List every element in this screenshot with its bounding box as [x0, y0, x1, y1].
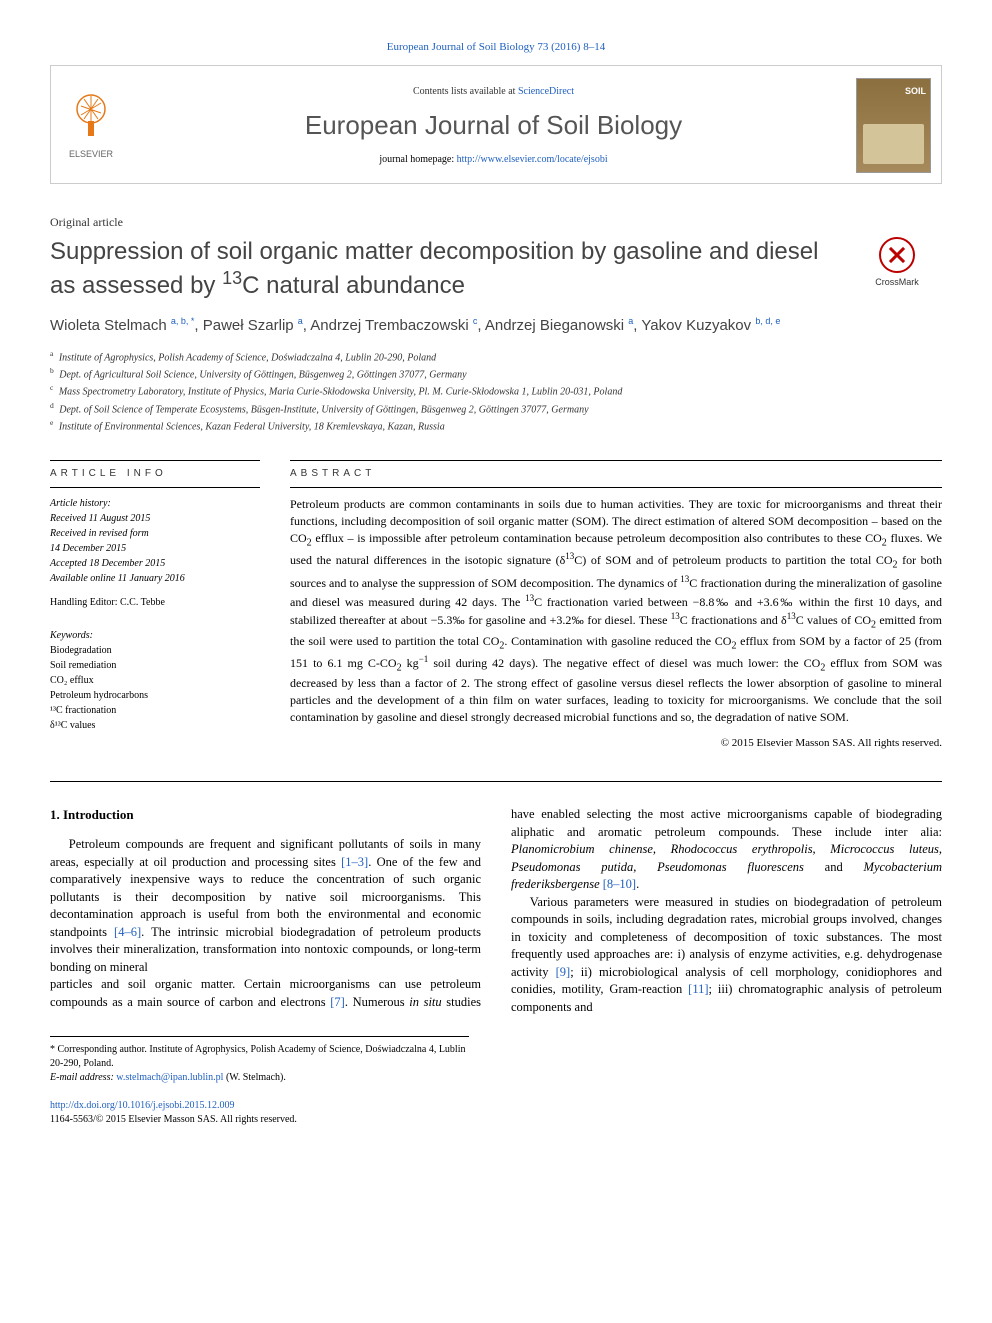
keyword: Soil remediation [50, 658, 260, 673]
history-line: Received 11 August 2015 [50, 511, 260, 526]
journal-title: European Journal of Soil Biology [131, 107, 856, 143]
keywords-block: Keywords: BiodegradationSoil remediation… [50, 628, 260, 733]
abstract-col: ABSTRACT Petroleum products are common c… [290, 454, 942, 751]
keyword: δ¹³C values [50, 718, 260, 733]
article-title: Suppression of soil organic matter decom… [50, 237, 832, 301]
article-info-col: ARTICLE INFO Article history: Received 1… [50, 454, 260, 751]
sciencedirect-link[interactable]: ScienceDirect [518, 86, 574, 97]
history-lines: Received 11 August 2015Received in revis… [50, 511, 260, 586]
history-line: Available online 11 January 2016 [50, 571, 260, 586]
citation-header: European Journal of Soil Biology 73 (201… [50, 40, 942, 55]
elsevier-logo: ELSEVIER [51, 91, 131, 161]
abstract-copyright: © 2015 Elsevier Masson SAS. All rights r… [290, 736, 942, 751]
homepage-link[interactable]: http://www.elsevier.com/locate/ejsobi [457, 154, 608, 165]
doi-block: http://dx.doi.org/10.1016/j.ejsobi.2015.… [50, 1099, 942, 1127]
authors: Wioleta Stelmach a, b, *, Paweł Szarlip … [50, 315, 942, 338]
keywords-label: Keywords: [50, 628, 260, 643]
doi-link[interactable]: http://dx.doi.org/10.1016/j.ejsobi.2015.… [50, 1100, 235, 1111]
keyword: CO₂ efflux [50, 673, 260, 688]
affiliation-line: d Dept. of Soil Science of Temperate Eco… [50, 400, 942, 417]
keyword: ¹³C fractionation [50, 703, 260, 718]
section-heading: 1. Introduction [50, 806, 481, 824]
article-type: Original article [50, 214, 942, 231]
keyword: Petroleum hydrocarbons [50, 688, 260, 703]
affiliation-line: e Institute of Environmental Sciences, K… [50, 417, 942, 434]
body-para-1: Petroleum compounds are frequent and sig… [50, 836, 481, 976]
history-line: Received in revised form [50, 526, 260, 541]
body-para-3: Various parameters were measured in stud… [511, 894, 942, 1017]
corresponding-footnote: * Corresponding author. Institute of Agr… [50, 1036, 469, 1085]
crossmark-badge[interactable]: CrossMark [852, 237, 942, 289]
history-line: 14 December 2015 [50, 541, 260, 556]
contents-line: Contents lists available at ScienceDirec… [131, 85, 856, 99]
citation-link[interactable]: European Journal of Soil Biology 73 (201… [387, 41, 605, 53]
article-history: Article history: Received 11 August 2015… [50, 496, 260, 586]
abstract-text: Petroleum products are common contaminan… [290, 496, 942, 726]
affiliations: a Institute of Agrophysics, Polish Acade… [50, 348, 942, 435]
issn-line: 1164-5563/© 2015 Elsevier Masson SAS. Al… [50, 1114, 297, 1125]
history-line: Accepted 18 December 2015 [50, 556, 260, 571]
body-columns: 1. Introduction Petroleum compounds are … [50, 806, 942, 1016]
affiliation-line: a Institute of Agrophysics, Polish Acade… [50, 348, 942, 365]
affiliation-line: b Dept. of Agricultural Soil Science, Un… [50, 365, 942, 382]
elsevier-tree-icon [66, 91, 116, 141]
corr-email: E-mail address: w.stelmach@ipan.lublin.p… [50, 1071, 469, 1085]
keyword: Biodegradation [50, 643, 260, 658]
affiliation-line: c Mass Spectrometry Laboratory, Institut… [50, 382, 942, 399]
journal-banner: ELSEVIER Contents lists available at Sci… [50, 65, 942, 184]
crossmark-label: CrossMark [875, 277, 919, 287]
journal-center: Contents lists available at ScienceDirec… [131, 85, 856, 167]
corr-author: * Corresponding author. Institute of Agr… [50, 1043, 469, 1071]
email-link[interactable]: w.stelmach@ipan.lublin.pl [116, 1072, 223, 1083]
abstract-heading: ABSTRACT [290, 467, 942, 481]
journal-homepage: journal homepage: http://www.elsevier.co… [131, 153, 856, 167]
crossmark-icon [879, 237, 915, 273]
history-label: Article history: [50, 496, 260, 511]
journal-cover-thumb [856, 78, 931, 173]
keywords-list: BiodegradationSoil remediationCO₂ efflux… [50, 643, 260, 733]
article-info-heading: ARTICLE INFO [50, 467, 260, 481]
handling-editor: Handling Editor: C.C. Tebbe [50, 596, 260, 610]
elsevier-label: ELSEVIER [61, 148, 121, 161]
